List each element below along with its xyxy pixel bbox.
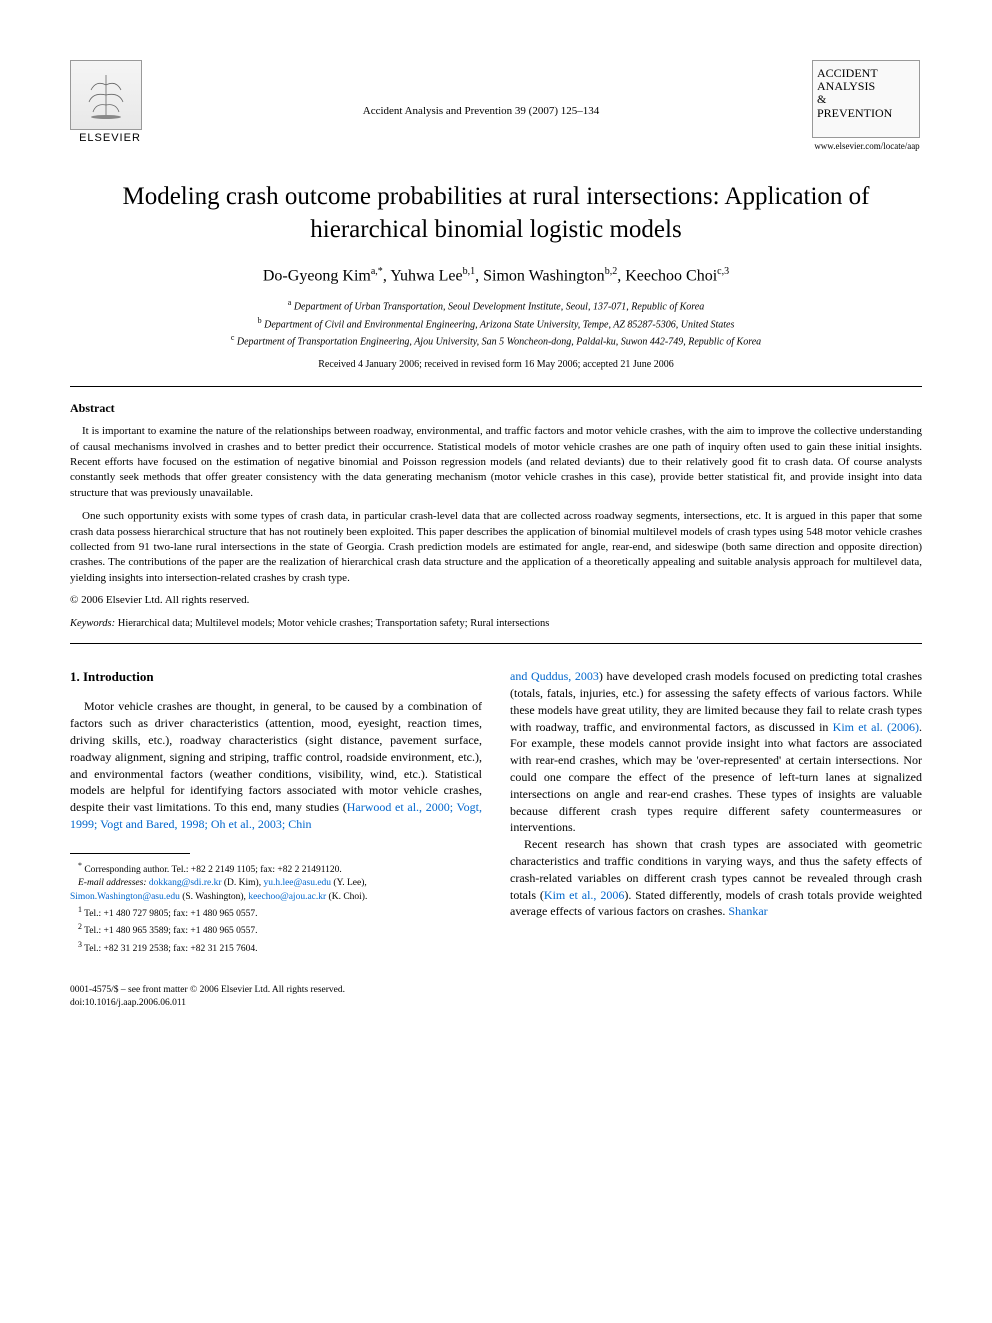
email-label: E-mail addresses:	[78, 878, 147, 888]
intro-p1-cont-b: . For example, these models cannot provi…	[510, 720, 922, 835]
author-4-affil: c,3	[717, 266, 729, 277]
author-4: Keechoo Choi	[625, 267, 717, 284]
citation-link-4[interactable]: Shankar	[728, 904, 767, 918]
email-4-who: (K. Choi).	[326, 892, 367, 902]
footnote-3: 3 Tel.: +82 31 219 2538; fax: +82 31 215…	[70, 939, 482, 956]
elsevier-tree-icon	[70, 60, 142, 130]
journal-reference: Accident Analysis and Prevention 39 (200…	[150, 60, 812, 117]
email-2[interactable]: yu.h.lee@asu.edu	[263, 878, 331, 888]
abstract-copyright: © 2006 Elsevier Ltd. All rights reserved…	[70, 594, 922, 606]
citation-link-2[interactable]: Kim et al. (2006)	[833, 720, 919, 734]
footnote-2: 2 Tel.: +1 480 965 3589; fax: +1 480 965…	[70, 921, 482, 938]
publisher-logo: ELSEVIER	[70, 60, 150, 144]
footer-line1: 0001-4575/$ – see front matter © 2006 El…	[70, 984, 922, 997]
fn1-text: Tel.: +1 480 727 9805; fax: +1 480 965 0…	[82, 909, 258, 919]
email-1[interactable]: dokkang@sdi.re.kr	[149, 878, 222, 888]
author-2-affil: b,1	[463, 266, 476, 277]
abstract-heading: Abstract	[70, 401, 922, 416]
corresponding-author-note: * Corresponding author. Tel.: +82 2 2149…	[70, 860, 482, 877]
abstract-p2: One such opportunity exists with some ty…	[70, 509, 922, 586]
email-addresses-2: Simon.Washington@asu.edu (S. Washington)…	[70, 891, 482, 904]
keywords-text: Hierarchical data; Multilevel models; Mo…	[118, 618, 550, 629]
affiliations: a Department of Urban Transportation, Se…	[70, 297, 922, 349]
abstract-p1: It is important to examine the nature of…	[70, 424, 922, 501]
author-3: Simon Washington	[483, 267, 605, 284]
body-columns: 1. Introduction Motor vehicle crashes ar…	[70, 668, 922, 956]
keywords: Keywords: Hierarchical data; Multilevel …	[70, 618, 922, 629]
journal-logo: ACCIDENT ANALYSIS & PREVENTION www.elsev…	[812, 60, 922, 151]
footnote-1: 1 Tel.: +1 480 727 9805; fax: +1 480 965…	[70, 904, 482, 921]
citation-link-3[interactable]: Kim et al., 2006	[544, 888, 624, 902]
divider-bottom	[70, 643, 922, 644]
footer-line2: doi:10.1016/j.aap.2006.06.011	[70, 997, 922, 1010]
fn3-text: Tel.: +82 31 219 2538; fax: +82 31 215 7…	[82, 944, 258, 954]
footnote-separator	[70, 853, 190, 854]
email-3-who: (S. Washington),	[180, 892, 248, 902]
fn2-text: Tel.: +1 480 965 3589; fax: +1 480 965 0…	[82, 926, 258, 936]
page-footer: 0001-4575/$ – see front matter © 2006 El…	[70, 984, 922, 1011]
journal-url: www.elsevier.com/locate/aap	[812, 141, 922, 151]
author-3-affil: b,2	[605, 266, 618, 277]
email-1-who: (D. Kim),	[222, 878, 264, 888]
email-4[interactable]: keechoo@ajou.ac.kr	[248, 892, 326, 902]
divider-top	[70, 386, 922, 387]
article-dates: Received 4 January 2006; received in rev…	[70, 359, 922, 370]
article-title: Modeling crash outcome probabilities at …	[70, 181, 922, 246]
journal-name-line2: ANALYSIS	[817, 80, 915, 93]
intro-p1: Motor vehicle crashes are thought, in ge…	[70, 698, 482, 832]
affil-a-sup: a	[288, 298, 292, 307]
citation-link-1-cont[interactable]: and Quddus, 2003	[510, 669, 599, 683]
intro-p1-cont: and Quddus, 2003) have developed crash m…	[510, 668, 922, 836]
page-header: ELSEVIER Accident Analysis and Preventio…	[70, 60, 922, 151]
keywords-label: Keywords:	[70, 618, 115, 629]
email-3[interactable]: Simon.Washington@asu.edu	[70, 892, 180, 902]
affil-a: Department of Urban Transportation, Seou…	[294, 302, 704, 313]
email-addresses: E-mail addresses: dokkang@sdi.re.kr (D. …	[70, 877, 482, 890]
email-2-who: (Y. Lee),	[331, 878, 367, 888]
journal-name-line4: PREVENTION	[817, 107, 915, 120]
publisher-name: ELSEVIER	[70, 132, 150, 144]
left-column: 1. Introduction Motor vehicle crashes ar…	[70, 668, 482, 956]
intro-p1-text: Motor vehicle crashes are thought, in ge…	[70, 699, 482, 814]
intro-p2: Recent research has shown that crash typ…	[510, 836, 922, 920]
author-list: Do-Gyeong Kima,*, Yuhwa Leeb,1, Simon Wa…	[70, 266, 922, 285]
affil-c: Department of Transportation Engineering…	[237, 336, 761, 347]
affil-b-sup: b	[258, 316, 262, 325]
right-column: and Quddus, 2003) have developed crash m…	[510, 668, 922, 956]
section-1-heading: 1. Introduction	[70, 668, 482, 686]
corr-text: Corresponding author. Tel.: +82 2 2149 1…	[82, 865, 342, 875]
author-2: Yuhwa Lee	[390, 267, 462, 284]
affil-c-sup: c	[231, 333, 235, 342]
journal-name-line3: &	[817, 93, 915, 106]
author-1: Do-Gyeong Kim	[263, 267, 371, 284]
footnotes: * Corresponding author. Tel.: +82 2 2149…	[70, 860, 482, 956]
journal-logo-box: ACCIDENT ANALYSIS & PREVENTION	[812, 60, 920, 138]
affil-b: Department of Civil and Environmental En…	[264, 319, 734, 330]
author-1-affil: a,*	[371, 266, 383, 277]
